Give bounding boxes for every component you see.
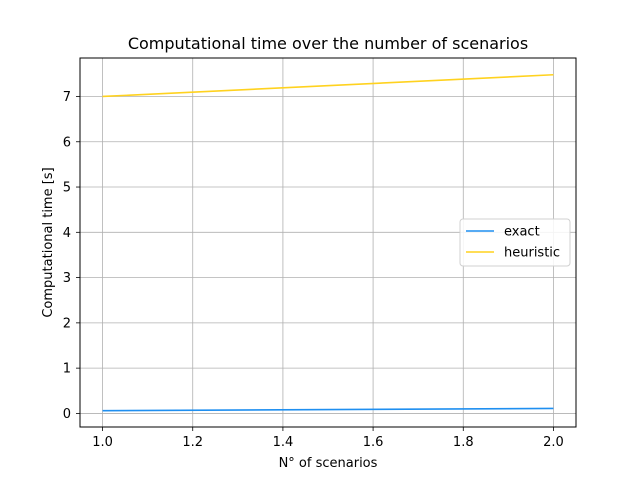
legend-label-exact: exact [504,225,540,240]
x-tick-label: 1.6 [363,435,384,450]
y-axis-ticks: 0 1 2 3 4 5 6 7 [63,90,80,422]
legend: exact heuristic [459,218,571,267]
y-tick-label: 0 [63,407,71,422]
y-tick-label: 5 [63,181,71,196]
x-axis-label: N° of scenarios [279,456,378,471]
y-tick-label: 4 [63,226,71,241]
x-axis-ticks: 1.0 1.2 1.4 1.6 1.8 2.0 [92,427,564,450]
x-tick-label: 1.2 [182,435,203,450]
y-tick-label: 1 [63,362,71,377]
chart-title: Computational time over the number of sc… [128,34,528,53]
x-tick-label: 1.8 [453,435,474,450]
x-tick-label: 1.0 [92,435,113,450]
y-tick-label: 6 [63,135,71,150]
series-line-heuristic [102,73,554,98]
series-lines [102,73,554,412]
grid [80,58,576,427]
y-tick-label: 3 [63,271,71,286]
series-line-exact [102,407,554,412]
x-tick-label: 1.4 [273,435,294,450]
legend-label-heuristic: heuristic [504,246,560,261]
plot-frame [79,57,577,428]
y-tick-label: 7 [63,90,71,105]
y-tick-label: 2 [63,316,71,331]
x-tick-label: 2.0 [543,435,564,450]
y-axis-label: Computational time [s] [41,167,56,317]
